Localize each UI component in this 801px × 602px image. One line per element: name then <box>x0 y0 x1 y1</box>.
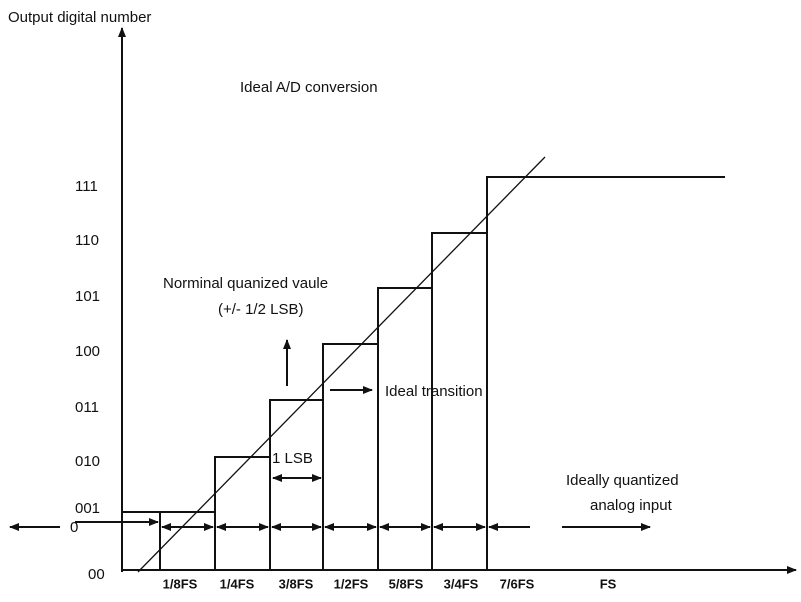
x-label: 1/8FS <box>163 576 198 591</box>
x-label: 7/6FS <box>500 576 535 591</box>
x-labels: 1/8FS 1/4FS 3/8FS 1/2FS 5/8FS 3/4FS 7/6FS FS <box>163 576 617 591</box>
title: Ideal A/D conversion <box>240 79 378 96</box>
x-label: 1/4FS <box>220 576 255 591</box>
diagram: Output digital number Ideal A/D conversi… <box>0 0 801 597</box>
x-label: 1/2FS <box>334 576 369 591</box>
annotation: Norminal quanized vaule <box>163 275 328 292</box>
y-code: 011 <box>75 399 99 416</box>
range-arrows <box>10 340 650 527</box>
x-label: 5/8FS <box>389 576 424 591</box>
y-code: 001 <box>75 500 100 517</box>
x-label: 3/8FS <box>279 576 314 591</box>
annotation: analog input <box>590 497 673 514</box>
y-code: 111 <box>75 178 98 195</box>
annotation: 1 LSB <box>272 450 313 467</box>
y-code: 110 <box>75 232 99 249</box>
y-code: 100 <box>75 343 100 360</box>
y-code: 0 <box>70 519 78 536</box>
annotation: Ideal transition <box>385 383 483 400</box>
y-code: 010 <box>75 453 100 470</box>
x-label: FS <box>600 576 617 591</box>
annotation: Ideally quantized <box>566 472 679 489</box>
annotation: (+/- 1/2 LSB) <box>218 301 303 318</box>
y-code: 00 <box>88 566 105 583</box>
x-label: 3/4FS <box>444 576 479 591</box>
ideal-line <box>138 157 545 572</box>
y-code: 101 <box>75 288 100 305</box>
y-axis-label: Output digital number <box>8 9 151 26</box>
